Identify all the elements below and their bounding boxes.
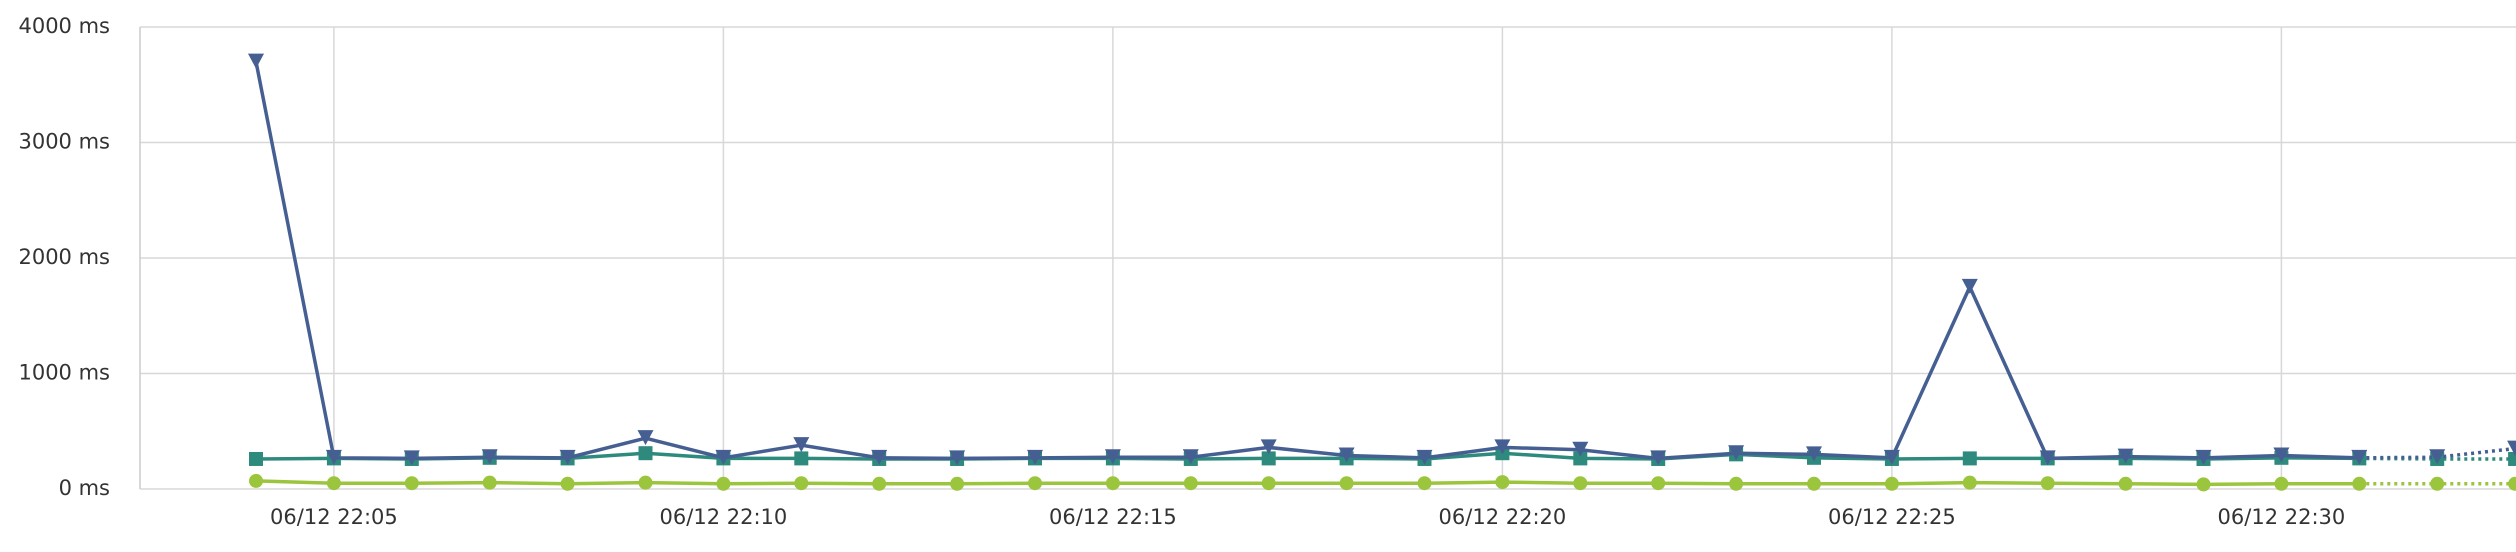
point — [1494, 439, 1511, 455]
point — [404, 476, 419, 491]
point — [2196, 477, 2211, 492]
point — [1339, 476, 1354, 491]
point — [1183, 476, 1198, 491]
point — [1806, 446, 1822, 462]
point — [1028, 476, 1042, 491]
point — [638, 475, 653, 490]
point — [2351, 449, 2368, 465]
point — [1260, 439, 1277, 455]
point — [1961, 278, 1978, 294]
point — [481, 449, 498, 465]
series-line — [255, 451, 2360, 461]
point — [794, 451, 809, 466]
point — [1182, 449, 1199, 465]
point — [1104, 449, 1121, 465]
point — [1962, 475, 1977, 490]
point — [248, 53, 264, 69]
point — [1962, 451, 1977, 466]
point — [1884, 476, 1899, 491]
point — [1261, 451, 1276, 466]
point — [1338, 447, 1355, 463]
point — [793, 437, 810, 453]
point — [872, 476, 887, 491]
x-tick-label: 06/12 22:10 — [660, 505, 788, 529]
point — [1651, 476, 1666, 491]
point — [871, 449, 888, 465]
point — [249, 473, 263, 488]
point — [2273, 447, 2290, 463]
point — [1261, 476, 1276, 491]
x-tick-label: 06/12 22:25 — [1828, 505, 1956, 529]
x-tick-label: 06/12 22:05 — [270, 505, 398, 529]
point — [2352, 476, 2367, 491]
point — [403, 450, 420, 466]
point — [2507, 440, 2516, 456]
point — [1573, 476, 1588, 491]
point — [325, 449, 342, 465]
point — [794, 476, 809, 491]
x-tick-label: 06/12 22:20 — [1439, 505, 1567, 529]
point — [716, 476, 731, 491]
point — [2040, 476, 2055, 491]
point — [249, 451, 263, 466]
point — [1573, 451, 1588, 466]
x-tick-label: 06/12 22:15 — [1049, 505, 1177, 529]
point — [1416, 449, 1433, 465]
point — [1883, 449, 1900, 465]
point — [2508, 451, 2516, 466]
y-tick-label: 4000 ms — [18, 14, 110, 38]
series-line — [254, 61, 2360, 461]
point — [715, 449, 732, 465]
point — [949, 450, 966, 466]
point — [2274, 476, 2289, 491]
point — [2508, 476, 2516, 491]
y-tick-label: 0 ms — [59, 476, 110, 500]
point — [1417, 476, 1432, 491]
point — [1027, 449, 1043, 465]
point — [1807, 476, 1821, 491]
point — [559, 449, 576, 465]
point — [482, 475, 497, 490]
point — [2117, 448, 2134, 464]
point — [2430, 476, 2445, 491]
point — [1650, 450, 1667, 466]
series-line — [255, 479, 2360, 487]
point — [1728, 445, 1745, 461]
point — [1495, 475, 1510, 490]
point — [1729, 476, 1744, 491]
point — [326, 476, 341, 491]
x-tick-label: 06/12 22:30 — [2218, 505, 2346, 529]
point — [560, 476, 575, 491]
point — [2118, 476, 2133, 491]
y-tick-label: 2000 ms — [18, 245, 110, 269]
y-tick-label: 1000 ms — [18, 361, 110, 385]
point — [1572, 441, 1589, 457]
point — [2429, 449, 2446, 465]
point — [2195, 449, 2212, 465]
point — [2039, 450, 2056, 466]
point — [950, 476, 965, 491]
y-tick-label: 3000 ms — [18, 130, 110, 154]
point — [1105, 476, 1120, 491]
point — [637, 430, 654, 446]
point — [638, 446, 653, 461]
